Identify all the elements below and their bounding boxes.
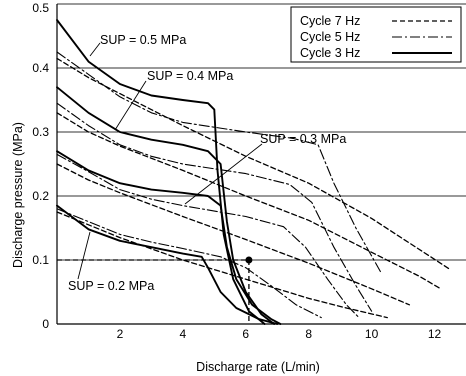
annotations: SUP = 0.5 MPa SUP = 0.4 MPa SUP = 0.3 MPa S… (68, 33, 346, 293)
curve-sup-03-7hz (56, 163, 411, 306)
x-tick-label-5: 12 (428, 327, 442, 341)
annotation-leader-1 (114, 80, 147, 131)
curve-sup-04-7hz (56, 112, 442, 290)
axes (56, 4, 466, 325)
y-tick-label-2: 0.2 (32, 189, 49, 203)
y-tick-label-3: 0.3 (32, 125, 49, 139)
curve-sup-02-5hz (56, 208, 322, 319)
x-tick-label-3: 8 (305, 327, 312, 341)
y-tick-label-1: 0.1 (32, 253, 49, 267)
y-tick-label-4: 0.4 (32, 61, 49, 75)
curve-sup-02-7hz (56, 211, 388, 319)
y-tick-label-0: 0 (42, 317, 49, 331)
annotation-label-0: SUP = 0.5 MPa (100, 33, 186, 47)
x-tick-label-2: 6 (242, 327, 249, 341)
curve-sup-03-3hz (56, 150, 282, 325)
annotation-label-3: SUP = 0.2 MPa (68, 279, 154, 293)
y-axis-label: Discharge pressure (MPa) (11, 122, 25, 268)
x-axis-label: Discharge rate (L/min) (196, 360, 320, 374)
x-tick-label-4: 10 (365, 327, 379, 341)
curve-sup-05-3hz (56, 19, 266, 325)
annotation-leader-0 (89, 42, 101, 57)
curve-sup-05-5hz (56, 51, 382, 274)
y-tick-label-5: 0.5 (32, 1, 49, 15)
curve-sup-02-3hz (56, 204, 279, 325)
tick-labels: 2 4 6 8 10 12 0 0.1 0.2 0.3 0.4 0.5 (32, 1, 441, 341)
annotation-leader-2 (184, 143, 263, 205)
legend-label-0: Cycle 7 Hz (300, 14, 360, 28)
annotation-label-1: SUP = 0.4 MPa (147, 69, 233, 83)
x-tick-label-1: 4 (180, 327, 187, 341)
operating-point-marker (245, 256, 253, 264)
annotation-label-2: SUP = 0.3 MPa (260, 132, 346, 146)
curve-sup-03-5hz (56, 153, 360, 319)
legend: Cycle 7 Hz Cycle 5 Hz Cycle 3 Hz (290, 6, 462, 63)
grid-lines (57, 3, 466, 261)
annotation-leader-3 (77, 231, 91, 280)
x-tick-label-0: 2 (117, 327, 124, 341)
legend-label-1: Cycle 5 Hz (300, 30, 360, 44)
legend-label-2: Cycle 3 Hz (300, 46, 360, 60)
curve-sup-04-5hz (56, 102, 373, 312)
curve-sup-05-7hz (56, 57, 451, 271)
